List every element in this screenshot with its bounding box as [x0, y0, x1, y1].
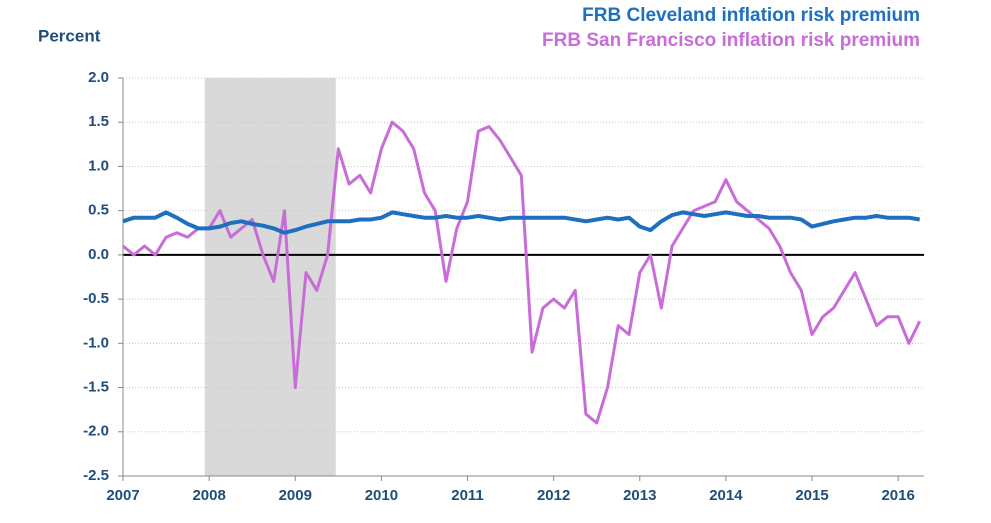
x-tick-label: 2013 — [623, 487, 656, 504]
x-tick-label: 2011 — [451, 487, 484, 504]
y-axis-label: Percent — [38, 26, 101, 45]
y-tick-label: -0.5 — [83, 290, 109, 307]
x-tick-label: 2009 — [279, 487, 312, 504]
recession-shading — [204, 78, 336, 476]
x-tick-label: 2008 — [192, 487, 225, 504]
y-tick-label: 1.0 — [88, 157, 109, 174]
series-line — [122, 210, 921, 235]
y-tick-label: 0.5 — [88, 202, 109, 219]
y-tick-label: -1.0 — [83, 334, 109, 351]
y-tick-label: 2.0 — [88, 69, 109, 86]
legend-entry: FRB San Francisco inflation risk premium — [542, 30, 920, 51]
x-tick-label: 2016 — [881, 487, 914, 504]
y-tick-label: -1.5 — [83, 379, 109, 396]
series-line — [122, 120, 922, 425]
x-tick-label: 2014 — [709, 487, 743, 504]
y-tick-label: -2.0 — [83, 423, 109, 440]
x-tick-label: 2012 — [537, 487, 570, 504]
x-tick-label: 2010 — [365, 487, 398, 504]
x-tick-label: 2007 — [106, 487, 139, 504]
y-tick-label: -2.5 — [83, 467, 109, 484]
y-tick-label: 1.5 — [88, 113, 109, 130]
y-tick-label: 0.0 — [88, 246, 109, 263]
legend-entry: FRB Cleveland inflation risk premium — [582, 5, 920, 26]
x-tick-label: 2015 — [795, 487, 828, 504]
